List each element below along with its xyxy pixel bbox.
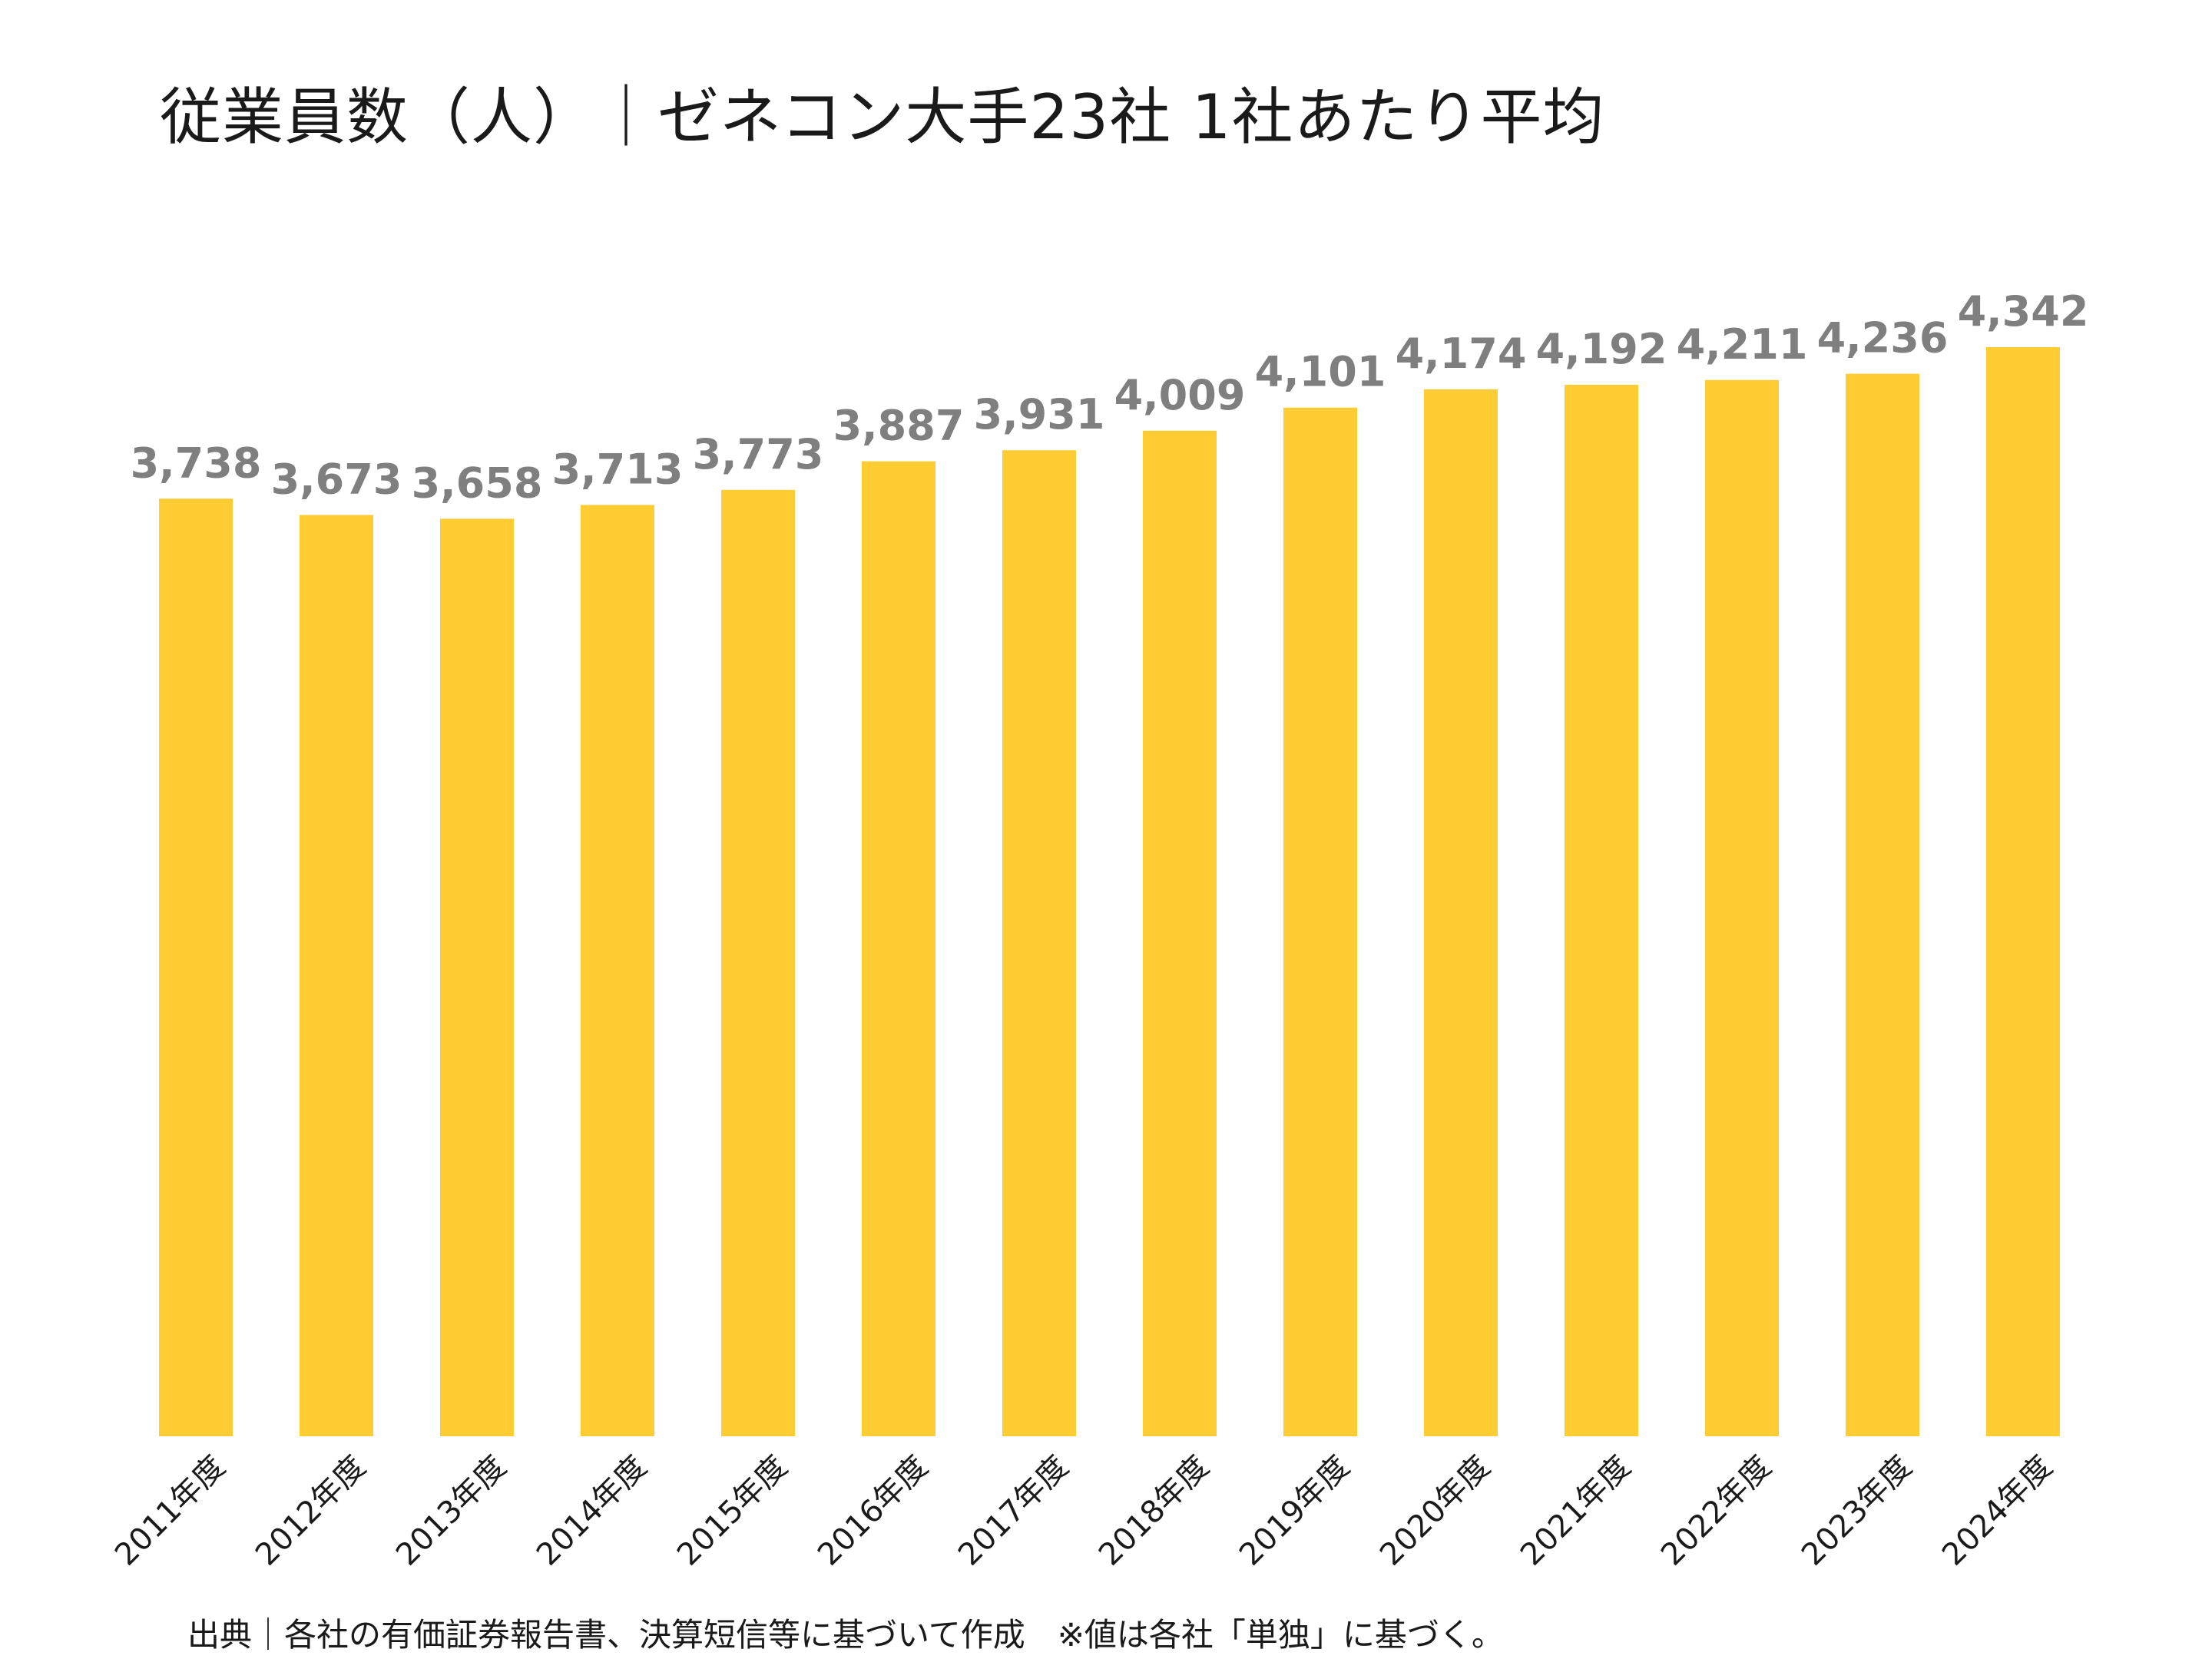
bar-2015年度 [721, 489, 795, 1436]
source-footnote: 出典｜各社の有価証券報告書、決算短信等に基づいて作成 ※値は各社「単独」に基づく… [187, 1616, 1504, 1654]
x-tick-label: 2021年度 [1514, 1449, 1637, 1573]
value-label: 3,887 [833, 402, 965, 450]
value-label: 4,236 [1817, 314, 1949, 363]
bar-2012年度 [300, 515, 373, 1436]
bar-2021年度 [1565, 384, 1638, 1437]
bar-2022年度 [1705, 379, 1779, 1436]
bar-2017年度 [1002, 450, 1076, 1436]
bar-2024年度 [1986, 347, 2060, 1436]
value-label: 4,342 [1958, 287, 2089, 336]
x-tick-label: 2013年度 [389, 1449, 513, 1573]
x-tick-label: 2014年度 [530, 1449, 654, 1573]
value-label: 3,773 [693, 430, 824, 478]
bar-2020年度 [1424, 389, 1498, 1437]
value-label: 4,009 [1114, 371, 1246, 419]
bars-group [159, 347, 2060, 1437]
value-label: 4,211 [1677, 320, 1808, 369]
value-label: 4,101 [1255, 348, 1386, 396]
x-tick-label: 2023年度 [1795, 1449, 1919, 1573]
bar-2011年度 [159, 498, 233, 1436]
value-label: 3,931 [974, 390, 1105, 439]
value-label: 3,713 [552, 445, 684, 493]
x-tick-label: 2012年度 [249, 1449, 373, 1573]
value-label: 4,174 [1396, 329, 1527, 378]
x-tick-label: 2017年度 [952, 1449, 1075, 1573]
x-tick-labels-group: 2011年度 2012年度 2013年度 2014年度 2015年度 2016年度 2017… [108, 1449, 2059, 1573]
x-tick-label: 2019年度 [1233, 1449, 1356, 1573]
x-tick-label: 2018年度 [1092, 1449, 1216, 1573]
value-label: 3,738 [131, 439, 262, 487]
x-tick-label: 2016年度 [811, 1449, 935, 1573]
value-label: 4,192 [1536, 325, 1667, 373]
chart-title: 従業員数（人）｜ゼネコン大手23社 1社あたり平均 [160, 81, 1605, 153]
x-tick-label: 2022年度 [1654, 1449, 1778, 1573]
bar-2023年度 [1846, 373, 1919, 1437]
bar-2014年度 [581, 505, 654, 1437]
x-tick-label: 2011年度 [108, 1449, 232, 1573]
bar-2018年度 [1143, 430, 1217, 1436]
bar-2019年度 [1283, 407, 1357, 1436]
bar-2016年度 [862, 461, 935, 1437]
x-tick-label: 2015年度 [671, 1449, 794, 1573]
value-label: 3,658 [412, 459, 543, 507]
value-label: 3,673 [271, 455, 402, 503]
x-tick-label: 2024年度 [1936, 1449, 2059, 1573]
x-tick-label: 2020年度 [1373, 1449, 1497, 1573]
bar-2013年度 [440, 518, 514, 1436]
